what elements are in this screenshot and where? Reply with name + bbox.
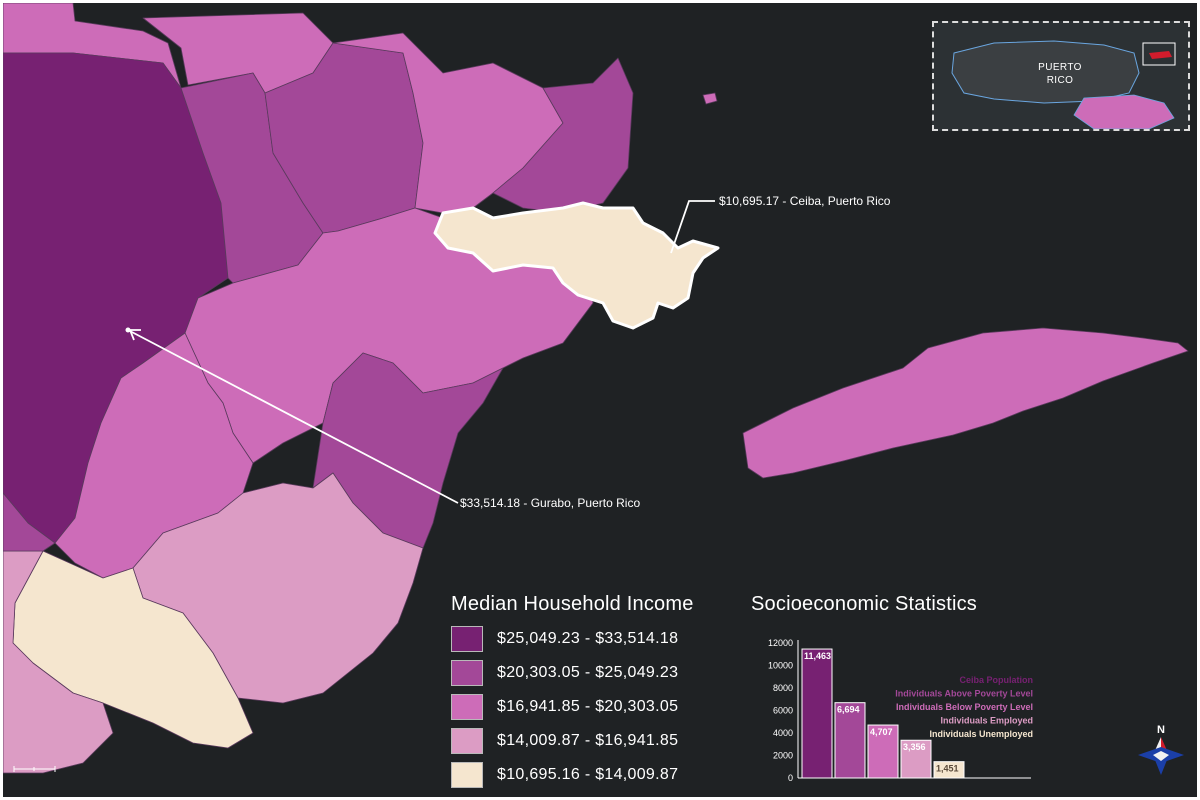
location-dot	[125, 327, 131, 333]
legend-swatch	[451, 660, 483, 686]
chart-bar	[933, 761, 965, 779]
inset-study-area	[1073, 94, 1175, 129]
choropleth-map[interactable]: $33,514.18 - Gurabo, Puerto Rico $10,695…	[3, 3, 1197, 797]
gurabo-annotation[interactable]: $33,514.18 - Gurabo, Puerto Rico	[125, 327, 641, 511]
inset-svg	[951, 40, 1176, 129]
bar-value-label: 6,694	[837, 705, 860, 715]
y-tick-label: 0	[788, 773, 793, 783]
bar-value-label: 1,451	[936, 764, 959, 774]
ceiba-municipality[interactable]	[433, 201, 720, 330]
ceiba-label: $10,695.17 - Ceiba, Puerto Rico	[719, 194, 891, 208]
bar-value-label: 4,707	[870, 727, 893, 737]
extent-highlight	[1149, 51, 1172, 59]
municipality-region[interactable]	[3, 550, 114, 774]
legend-label: $14,009.87 - $16,941.85	[497, 732, 679, 749]
chart-bar	[801, 648, 833, 779]
legend-swatch	[451, 762, 483, 788]
chart-title: Socioeconomic Statistics	[751, 593, 978, 615]
legend-item: $25,049.23 - $33,514.18	[451, 625, 678, 653]
y-tick-label: 10000	[768, 661, 793, 671]
inset-label-line1: PUERTO	[1038, 62, 1082, 73]
chart-bar	[900, 739, 932, 779]
municipalities	[3, 3, 1189, 774]
gurabo-label: $33,514.18 - Gurabo, Puerto Rico	[460, 496, 640, 510]
bar-value-label: 3,356	[903, 742, 926, 752]
legend-item: $10,695.16 - $14,009.87	[451, 761, 678, 789]
legend-label: $25,049.23 - $33,514.18	[497, 630, 679, 647]
chart-series-label: Individuals Employed	[940, 716, 1033, 726]
inset-locator-map	[932, 21, 1190, 131]
legend-label: $16,941.85 - $20,303.05	[497, 698, 679, 715]
ceiba-annotation[interactable]: $10,695.17 - Ceiba, Puerto Rico	[670, 194, 891, 254]
bar-value-label: 11,463	[804, 651, 831, 661]
chart-bar	[834, 702, 866, 779]
legend-item: $14,009.87 - $16,941.85	[451, 727, 678, 755]
y-tick-label: 12000	[768, 638, 793, 648]
y-tick-label: 6000	[773, 706, 793, 716]
y-tick-label: 2000	[773, 751, 793, 761]
legend-swatch	[451, 694, 483, 720]
compass-center	[1153, 751, 1169, 761]
inset-country-label: PUERTO RICO	[1015, 61, 1105, 87]
north-label: N	[1157, 724, 1165, 736]
y-tick-label: 8000	[773, 683, 793, 693]
north-arrow: N	[1138, 724, 1184, 775]
legend-item: $16,941.85 - $20,303.05	[451, 693, 678, 721]
chart-bar	[867, 724, 899, 779]
chart-series-label: Individuals Unemployed	[929, 729, 1033, 739]
municipality-region[interactable]	[3, 492, 56, 552]
legend-label: $10,695.16 - $14,009.87	[497, 766, 679, 783]
scale-bar	[13, 766, 56, 772]
legend-item: $20,303.05 - $25,049.23	[451, 659, 678, 687]
chart-series-label: Individuals Below Poverty Level	[896, 702, 1033, 712]
extent-box	[1142, 42, 1176, 66]
vieques-island[interactable]	[742, 327, 1189, 479]
legend-swatch	[451, 728, 483, 754]
leader-line	[670, 200, 715, 254]
legend-swatch	[451, 626, 483, 652]
legend-label: $20,303.05 - $25,049.23	[497, 664, 679, 681]
chart-series-label: Individuals Above Poverty Level	[895, 689, 1033, 699]
legend-title: Median Household Income	[451, 593, 694, 615]
compass-south	[1153, 755, 1169, 775]
leader-line	[127, 329, 459, 504]
stats-bar-chart: 0 2000 4000 6000 8000 10000 12000 11,463 6,694 4,…	[768, 638, 1033, 783]
islet	[702, 92, 718, 105]
inset-label-line2: RICO	[1046, 75, 1074, 86]
chart-series-label: Ceiba Population	[959, 675, 1033, 685]
map-canvas[interactable]: $33,514.18 - Gurabo, Puerto Rico $10,695…	[3, 3, 1197, 797]
puerto-rico-outline	[951, 40, 1140, 104]
y-tick-label: 4000	[773, 728, 793, 738]
